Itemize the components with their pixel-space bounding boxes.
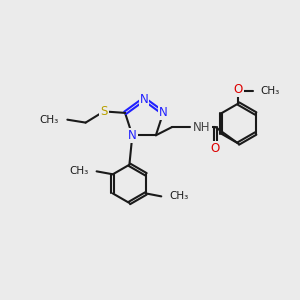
Text: N: N: [159, 106, 167, 119]
Text: NH: NH: [193, 121, 211, 134]
Text: N: N: [140, 93, 148, 106]
Text: N: N: [128, 129, 137, 142]
Text: CH₃: CH₃: [260, 86, 280, 96]
Text: CH₃: CH₃: [69, 166, 88, 176]
Text: S: S: [100, 105, 108, 118]
Text: CH₃: CH₃: [169, 191, 189, 201]
Text: O: O: [234, 83, 243, 96]
Text: O: O: [211, 142, 220, 155]
Text: CH₃: CH₃: [40, 115, 59, 125]
